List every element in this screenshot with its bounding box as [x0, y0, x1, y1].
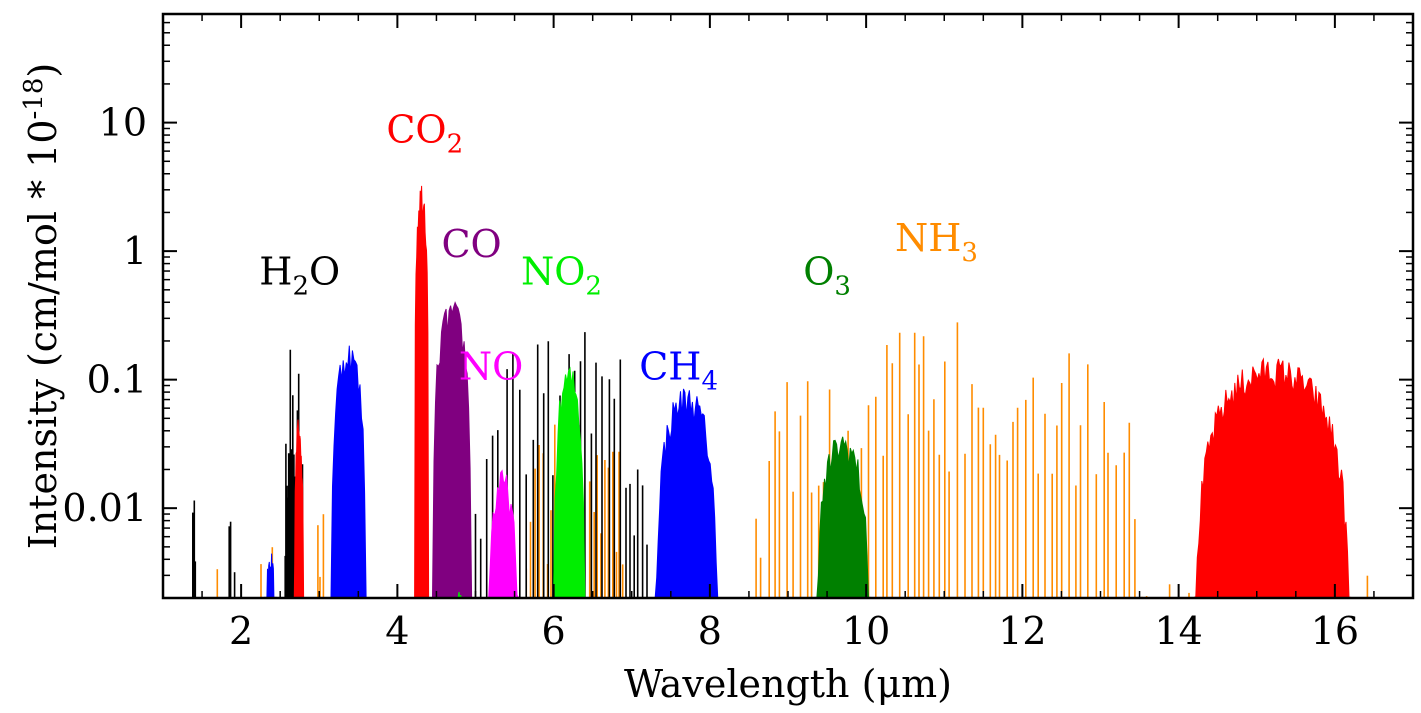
- band-co2: [293, 419, 305, 598]
- band-o3: [814, 436, 871, 598]
- band-ch4: [330, 345, 367, 598]
- x-tick-label: 2: [229, 609, 253, 653]
- band-co: [432, 301, 473, 598]
- species-label: NO2: [521, 249, 602, 301]
- species-labels: H2O CO2 CO NO NO2 CH4 O3 NH3: [259, 108, 978, 397]
- x-tick-label: 12: [998, 609, 1046, 653]
- x-tick-label: 6: [542, 609, 566, 653]
- x-tick-label: 4: [385, 609, 409, 653]
- band-co2: [1193, 357, 1351, 598]
- band-co2: [414, 185, 430, 598]
- species-label: CH4: [639, 345, 718, 397]
- band-no2: [553, 366, 586, 598]
- x-axis-title: Wavelength (μm): [624, 662, 952, 706]
- x-tick-label: 14: [1154, 609, 1202, 653]
- y-tick-label: 1: [123, 229, 147, 273]
- y-tick-label: 10: [99, 101, 147, 145]
- series-ch4: [264, 345, 719, 598]
- x-tick-label: 16: [1311, 609, 1359, 653]
- series-o3: [814, 436, 871, 598]
- y-axis-title: Intensity (cm/mol * 10-18): [19, 63, 65, 549]
- species-label: CO: [441, 222, 501, 266]
- species-label: CO2: [386, 108, 463, 160]
- y-tick-label: 0.1: [87, 358, 147, 402]
- species-label: O3: [803, 249, 851, 301]
- band-ch4: [654, 388, 719, 598]
- series-nh3: [216, 322, 1369, 598]
- species-label: NO: [459, 345, 523, 389]
- series-no: [486, 469, 519, 598]
- band-no: [486, 469, 519, 598]
- series-co2: [293, 185, 1351, 598]
- species-label: NH3: [895, 216, 978, 268]
- species-label: H2O: [259, 249, 340, 301]
- y-tick-label: 0.01: [62, 486, 147, 530]
- series-co: [432, 301, 473, 598]
- band-ch4: [264, 553, 277, 598]
- x-tick-label: 10: [842, 609, 890, 653]
- series-layer: [192, 185, 1369, 598]
- ticks-layer: 2 4 6 8 10 12 14 16 0.01 0.1 1 10: [62, 14, 1414, 653]
- x-tick-label: 8: [698, 609, 722, 653]
